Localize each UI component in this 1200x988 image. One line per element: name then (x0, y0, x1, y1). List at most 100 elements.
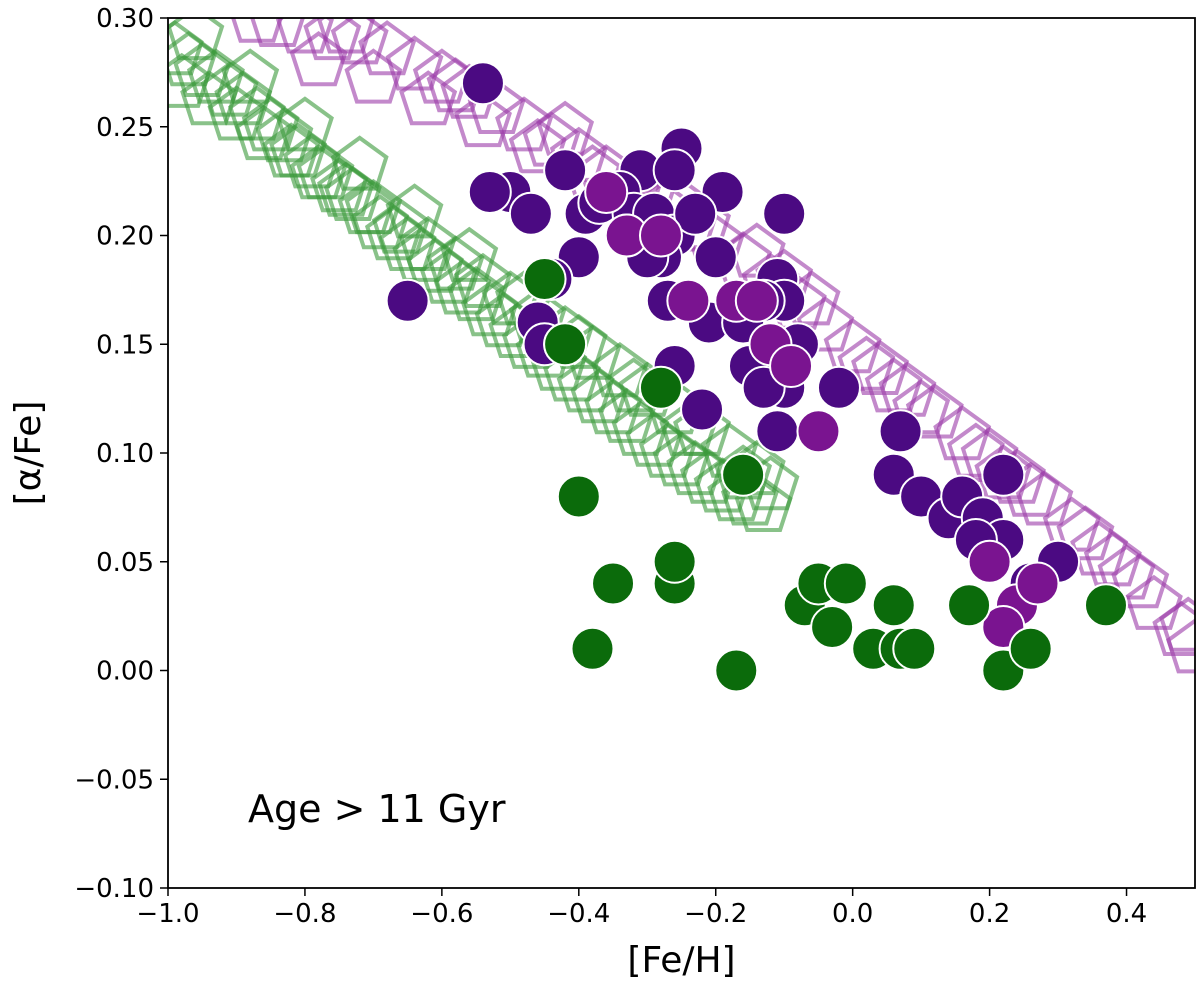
circle-point (892, 626, 937, 671)
circle-point (878, 409, 923, 454)
pentagon-point (851, 339, 910, 395)
pentagon-point (344, 48, 403, 104)
pentagon-point (221, 48, 280, 104)
circle-point (508, 191, 553, 236)
x-tick-label: −0.4 (547, 899, 610, 929)
circle-point (871, 583, 916, 628)
pentagon-point (275, 96, 334, 152)
circle-point (570, 626, 615, 671)
circle-point (823, 561, 868, 606)
pentagon-point (399, 70, 458, 126)
series-4 (522, 257, 1128, 693)
circle-point (734, 278, 779, 323)
x-tick-label: 0.4 (1106, 899, 1147, 929)
pentagon-point (974, 444, 1033, 500)
pentagon-point (262, 122, 321, 178)
y-tick-label: −0.10 (74, 874, 154, 904)
circle-point (810, 605, 855, 649)
pentagon-point (1111, 553, 1170, 609)
pentagon-point (330, 135, 389, 191)
circle-point (816, 365, 861, 410)
circle-point (755, 409, 800, 454)
pentagon-point (1056, 505, 1115, 561)
y-tick-label: −0.05 (74, 765, 154, 795)
x-axis-ticks: −1.0 −0.8 −0.6 −0.4 −0.2 0.0 0.2 0.4 (136, 888, 1147, 929)
pentagon-point (453, 252, 512, 308)
y-tick-label: 0.25 (96, 113, 154, 143)
y-axis-label: [α/Fe] (8, 401, 49, 506)
pentagon-point (796, 296, 855, 352)
y-tick-label: 0.20 (96, 222, 154, 252)
circle-point (467, 170, 512, 214)
circle-point (1083, 583, 1128, 628)
x-tick-label: −1.0 (136, 899, 199, 929)
circle-point (967, 539, 1012, 584)
y-tick-label: 0.15 (96, 330, 154, 360)
circle-point (543, 148, 588, 193)
pentagon-point (385, 183, 444, 239)
y-tick-label: 0.30 (96, 4, 154, 34)
pentagon-point (275, 18, 334, 54)
circle-point (556, 474, 601, 519)
circle-point (543, 322, 588, 367)
x-tick-label: −0.6 (410, 899, 473, 929)
pentagon-point (371, 198, 430, 254)
circle-point (638, 213, 683, 258)
pentagon-point (303, 18, 362, 61)
circle-point (796, 409, 841, 454)
pentagon-point (255, 107, 314, 163)
circle-point (693, 235, 738, 280)
pentagon-point (168, 52, 211, 108)
pentagon-point (447, 265, 506, 322)
circle-point (591, 561, 636, 606)
pentagon-point (837, 335, 896, 391)
pentagon-point (317, 161, 375, 217)
circle-point (762, 191, 807, 236)
circle-point (981, 452, 1026, 497)
pentagon-point (1152, 600, 1195, 656)
pentagon-point (426, 235, 485, 291)
circle-point (721, 452, 766, 497)
age-annotation: Age > 11 Gyr (248, 787, 506, 831)
circle-point (1008, 626, 1053, 671)
y-tick-label: 0.00 (96, 657, 154, 687)
y-tick-label: 0.05 (96, 548, 154, 578)
circle-point (947, 583, 992, 628)
pentagon-point (168, 18, 225, 61)
pentagon-point (231, 18, 283, 43)
circle-point (638, 365, 683, 410)
x-tick-label: 0.2 (969, 899, 1010, 929)
pentagon-point (1159, 596, 1195, 652)
pentagon-point (207, 85, 266, 141)
circle-point (714, 648, 759, 693)
x-tick-label: −0.2 (684, 899, 747, 929)
y-axis-ticks: −0.10 −0.05 0.00 0.05 0.10 0.15 0.20 0.25 0.30 (74, 4, 168, 904)
circle-point (460, 61, 505, 106)
pentagon-point (1166, 618, 1195, 674)
circle-point (522, 257, 567, 301)
circle-point (1015, 561, 1060, 606)
circle-point (584, 170, 629, 214)
pentagon-point (1124, 574, 1183, 630)
pentagon-point (946, 422, 1005, 478)
pentagon-point (289, 144, 348, 200)
circle-point (680, 387, 725, 432)
circle-point (652, 539, 697, 584)
pentagon-point (250, 18, 305, 47)
pentagon-point (714, 444, 773, 500)
pentagon-point (508, 118, 567, 174)
pentagon-point (317, 18, 375, 54)
x-tick-label: 0.0 (832, 899, 873, 929)
circle-point (652, 148, 697, 193)
pentagon-point (234, 105, 293, 161)
circle-point (673, 191, 718, 236)
x-axis-label: [Fe/H] (627, 940, 735, 981)
circle-point (666, 278, 711, 323)
x-tick-label: −0.8 (273, 899, 336, 929)
y-tick-label: 0.10 (96, 439, 154, 469)
markers-layer (168, 18, 1195, 693)
circle-point (385, 278, 430, 323)
pentagon-point (440, 226, 499, 282)
circle-point (769, 344, 814, 388)
